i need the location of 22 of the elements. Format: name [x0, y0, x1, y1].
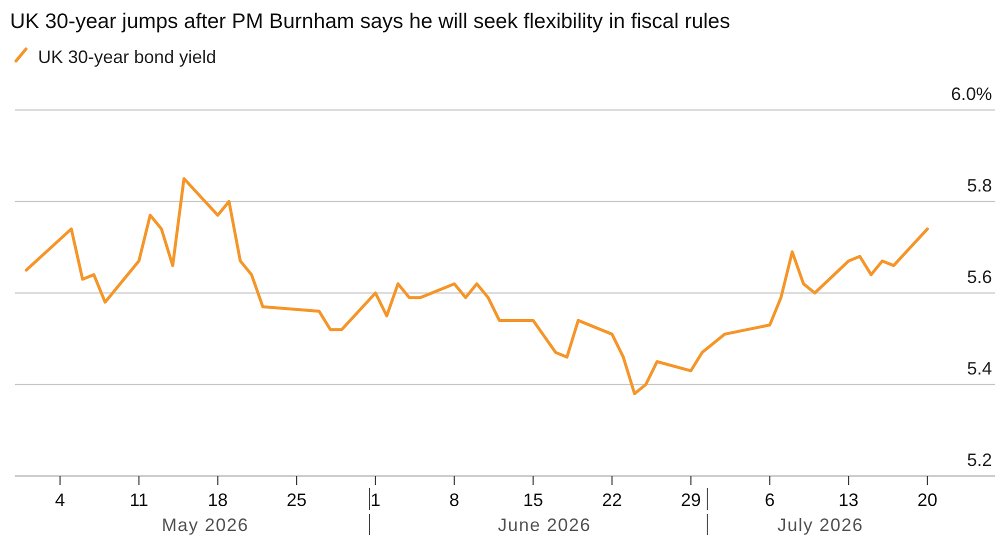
x-tick-label: 20 [917, 490, 938, 510]
y-tick-label: 6.0% [950, 84, 992, 104]
x-tick-label: 8 [449, 490, 460, 510]
x-tick-label: 25 [286, 490, 307, 510]
text: May 2026 [162, 515, 249, 535]
chart-title: UK 30-year jumps after PM Burnham says he will seek flexibility in fiscal rules [10, 10, 730, 33]
x-tick-label: 6 [764, 490, 775, 510]
x-tick-label: 29 [680, 490, 701, 510]
y-tick-label: 5.4 [966, 358, 992, 378]
text: July 2026 [777, 515, 864, 535]
text: June 2026 [498, 515, 591, 535]
x-tick-label: 13 [838, 490, 859, 510]
x-tick-label: 22 [602, 490, 622, 510]
legend-label: UK 30-year bond yield [38, 47, 216, 67]
y-tick-label: 5.8 [966, 176, 992, 196]
y-tick-label: 5.2 [966, 450, 992, 470]
x-tick-label: 1 [370, 490, 380, 510]
x-tick-label: 4 [55, 490, 66, 510]
x-tick-label: 11 [130, 490, 148, 510]
x-tick-label: 18 [208, 490, 228, 510]
y-tick-label: 5.6 [966, 267, 992, 287]
x-tick-label: 15 [523, 490, 544, 510]
